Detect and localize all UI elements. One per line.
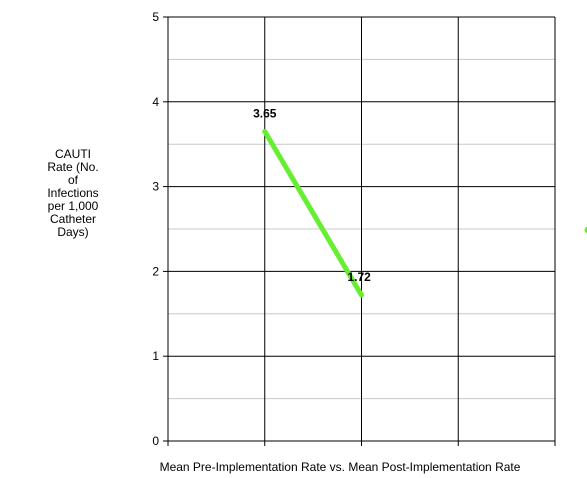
data-point [262, 128, 268, 134]
y-tick-label: 1 [152, 349, 159, 363]
data-point [359, 292, 364, 298]
y-axis-label-line: CAUTI [55, 147, 91, 161]
legend-marker [584, 226, 587, 234]
y-axis-label-line: Days) [57, 225, 89, 239]
data-label: 3.65 [253, 106, 277, 120]
y-tick-label: 5 [152, 10, 159, 24]
y-tick-label: 0 [152, 434, 159, 448]
y-tick-label: 4 [152, 95, 159, 109]
labels: 3.65 1.72 [253, 106, 371, 284]
y-axis-label-line: Rate (No. [47, 160, 99, 174]
y-axis-label-line: Infections [47, 186, 99, 200]
series-line [262, 129, 364, 298]
axes: 0 1 2 3 4 5 [152, 10, 556, 448]
x-axis-label: Mean Pre-Implementation Rate vs. Mean Po… [159, 460, 521, 474]
series [262, 128, 587, 298]
y-axis-label: CAUTI Rate (No. of Infections per 1,000 … [28, 148, 118, 239]
y-axis-label-line: of [67, 173, 78, 187]
grid [168, 16, 556, 441]
data-label: 1.72 [348, 270, 372, 284]
y-axis-label-line: Catheter [49, 212, 97, 226]
y-tick-label: 2 [152, 264, 159, 278]
y-axis-label-line: per 1,000 [47, 199, 99, 213]
y-tick-label: 3 [152, 180, 159, 194]
